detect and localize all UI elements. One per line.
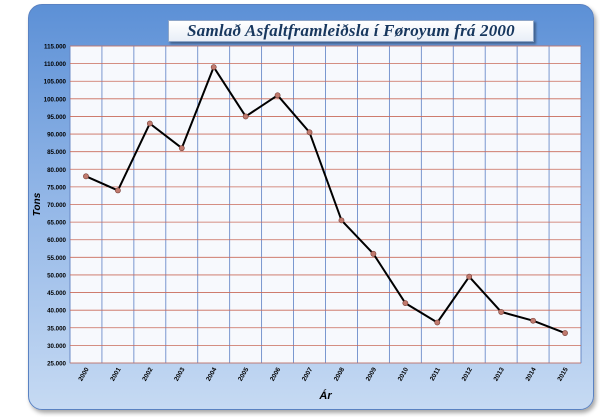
x-tick-label: 2007: [301, 366, 314, 382]
data-point: [274, 92, 281, 99]
x-tick-label: 2015: [556, 366, 569, 382]
x-tick-label: 2010: [397, 366, 410, 382]
y-tick-label: 100.000: [44, 96, 67, 103]
x-tick-label: 2001: [109, 366, 122, 382]
x-tick-label: 2014: [525, 366, 538, 382]
x-tick-label: 2012: [461, 366, 474, 382]
y-tick-label: 65.000: [47, 220, 66, 227]
x-tick-label: 2011: [429, 366, 442, 382]
y-tick-label: 110.000: [44, 61, 67, 68]
y-tick-label: 40.000: [47, 308, 66, 315]
y-tick-label: 60.000: [47, 237, 66, 244]
x-tick-label: 2008: [333, 366, 346, 382]
data-point: [306, 129, 313, 136]
series-line: [85, 66, 566, 335]
y-axis-title: Tons: [32, 192, 43, 216]
data-point: [498, 309, 505, 315]
x-tick-label: 2004: [205, 366, 218, 382]
x-axis-title: Ár: [318, 389, 332, 402]
y-tick-label: 85.000: [47, 149, 66, 156]
data-point: [370, 250, 377, 257]
y-tick-label: 70.000: [47, 202, 66, 209]
data-point: [402, 300, 409, 307]
chart-title: Samlað Asfaltframleiðsla í Føroyum frá 2…: [187, 21, 515, 40]
data-point: [83, 173, 89, 180]
y-tick-label: 35.000: [47, 325, 66, 332]
y-tick-label: 80.000: [47, 167, 66, 174]
data-point: [178, 145, 185, 152]
data-point: [115, 187, 121, 194]
data-point: [530, 317, 536, 324]
y-tick-label: 75.000: [47, 184, 66, 191]
chart-title-box: Samlað Asfaltframleiðsla í Føroyum frá 2…: [168, 20, 534, 42]
data-point: [466, 273, 473, 280]
y-tick-label: 90.000: [47, 132, 66, 139]
y-tick-label: 45.000: [47, 290, 66, 297]
x-tick-label: 2003: [173, 366, 186, 382]
x-tick-label: 2009: [365, 366, 378, 382]
y-tick-label: 105.000: [44, 79, 67, 86]
y-tick-label: 30.000: [47, 343, 66, 350]
data-point: [210, 64, 217, 71]
x-tick-label: 2000: [77, 366, 90, 382]
data-point: [146, 120, 153, 127]
data-point: [434, 319, 441, 326]
x-tick-label: 2006: [269, 366, 282, 382]
data-point: [338, 217, 345, 224]
x-tick-label: 2005: [237, 366, 250, 382]
data-point: [242, 113, 249, 120]
x-tick-label: 2002: [141, 366, 154, 382]
y-tick-label: 55.000: [47, 255, 66, 262]
y-tick-label: 95.000: [47, 114, 66, 121]
y-tick-label: 25.000: [47, 361, 66, 368]
x-tick-label: 2013: [493, 366, 506, 382]
y-tick-label: 50.000: [47, 272, 66, 279]
data-point: [562, 330, 568, 336]
y-tick-label: 115.000: [44, 44, 67, 51]
